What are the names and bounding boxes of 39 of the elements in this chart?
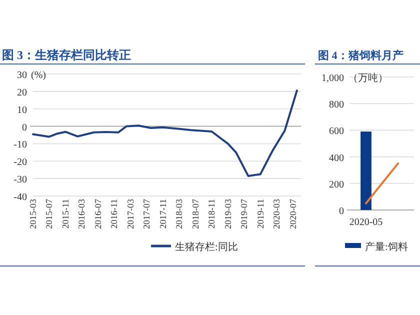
x-tick-label: 2018-07 xyxy=(190,198,200,229)
y-tick-label: -30 xyxy=(14,174,27,186)
y-tick-label: -40 xyxy=(14,192,27,203)
x-tick-label: 2015-11 xyxy=(60,199,70,229)
y-axis-title: (%) xyxy=(31,70,46,81)
x-tick-label: 2016-07 xyxy=(92,198,103,229)
x-tick-label: 2018-11 xyxy=(206,199,217,229)
x-tick-label: 2019-11 xyxy=(255,199,266,229)
x-tick-label: 2017-07 xyxy=(142,198,152,229)
x-tick-label: 2015-03 xyxy=(28,198,38,229)
x-tick-label: 2018-03 xyxy=(174,198,184,229)
x-tick-label: 2016-03 xyxy=(76,198,87,229)
legend-label: 生猪存栏:同比 xyxy=(175,241,238,253)
y-tick-label: 200 xyxy=(329,179,344,190)
chart-title: 图 4：猪饲料月产 xyxy=(318,49,404,62)
y-tick-label: 30 xyxy=(17,70,27,81)
y-tick-label: 1,000 xyxy=(322,73,344,84)
x-tick-label: 2020-05 xyxy=(349,217,383,228)
chart-title: 图 3：生猪存栏同比转正 xyxy=(2,48,131,62)
x-tick-label: 2016-11 xyxy=(109,199,120,229)
x-tick-label: 2020-07 xyxy=(288,198,298,229)
x-tick-label: 2017-03 xyxy=(125,198,136,229)
y-tick-label: 20 xyxy=(17,87,27,98)
y-tick-label: -20 xyxy=(14,157,27,168)
x-tick-label: 2017-11 xyxy=(158,199,168,229)
y-tick-label: 400 xyxy=(329,152,344,164)
x-tick-label: 2020-03 xyxy=(272,198,282,229)
line-series xyxy=(32,90,298,177)
x-tick-label: 2019-03 xyxy=(222,198,233,229)
y-tick-label: 10 xyxy=(17,104,27,116)
y-tick-label: 0 xyxy=(22,122,27,134)
y-tick-label: 800 xyxy=(329,100,344,111)
legend-label: 产量:饲料 xyxy=(365,241,408,253)
y-tick-label: 600 xyxy=(329,126,344,138)
x-tick-label: 2019-07 xyxy=(239,198,250,229)
x-tick-label: 2015-07 xyxy=(44,198,54,229)
y-axis-title: （万吨） xyxy=(348,72,388,84)
y-tick-label: 0 xyxy=(339,206,344,217)
y-tick-label: -10 xyxy=(14,140,27,151)
